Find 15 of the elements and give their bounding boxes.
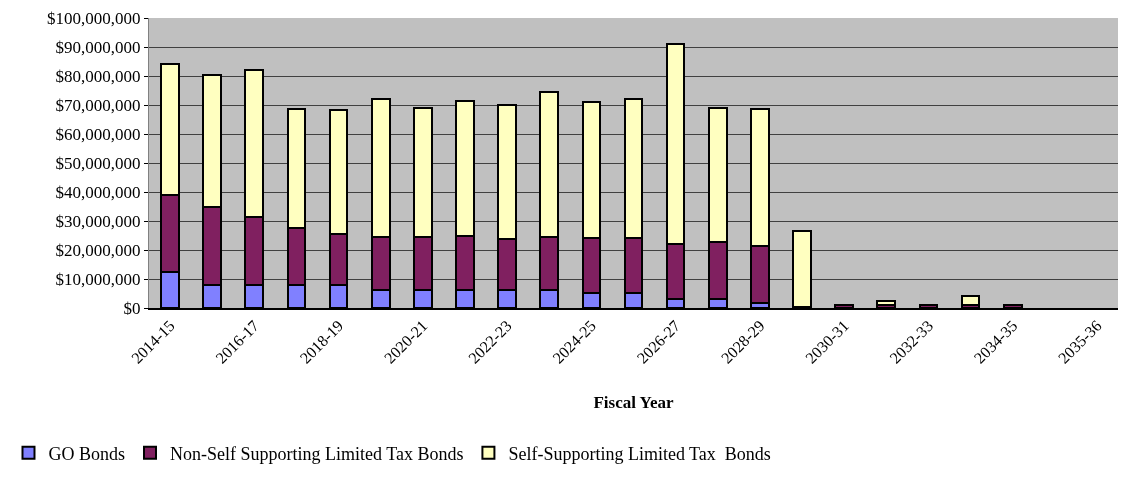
y-tick-label: $50,000,000	[55, 153, 141, 173]
x-axis-title: Fiscal Year	[593, 392, 674, 412]
y-tick-label: $20,000,000	[55, 240, 141, 260]
y-tick-label: $60,000,000	[55, 124, 141, 144]
y-tick-label: $0	[123, 298, 141, 318]
legend-label: GO Bonds	[48, 443, 126, 464]
y-tick-label: $70,000,000	[55, 95, 141, 115]
y-tick-label: $30,000,000	[55, 211, 141, 231]
y-tick-label: $10,000,000	[55, 269, 141, 289]
y-tick-label: $40,000,000	[55, 182, 141, 202]
legend-label: Self-Supporting Limited Tax Bonds	[508, 443, 771, 464]
y-tick-label: $80,000,000	[55, 66, 141, 86]
y-tick-label: $100,000,000	[47, 8, 141, 28]
legend-label: Non-Self Supporting Limited Tax Bonds	[170, 443, 464, 464]
y-tick-label: $90,000,000	[55, 37, 141, 57]
